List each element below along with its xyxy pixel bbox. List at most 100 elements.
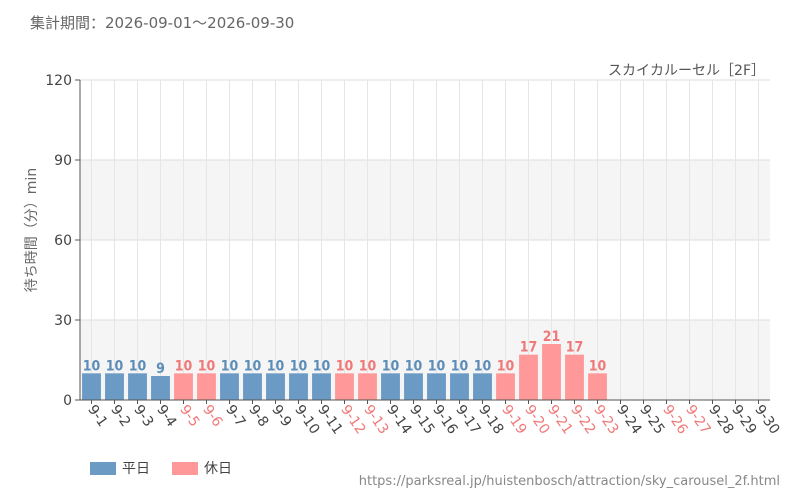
bar-label-9-21: 21: [543, 329, 561, 345]
x-tick-label-9-29: 9-29: [728, 402, 759, 437]
x-tick-label-9-24: 9-24: [613, 402, 644, 437]
bar-9-16: [427, 373, 446, 400]
x-tick-label-9-4: 9-4: [153, 402, 179, 430]
bar-labels: 10 10 10 9 10 10 10 10 10 10 10 10 10 10 10 10 10 10 10 17 2…: [83, 329, 607, 377]
x-tick-label-9-30: 9-30: [751, 402, 782, 437]
bar-9-17: [450, 373, 469, 400]
bar-9-23: [588, 373, 607, 400]
bar-label-9-14: 10: [382, 358, 400, 374]
bar-label-9-23: 10: [589, 358, 607, 374]
bar-label-9-8: 10: [244, 358, 262, 374]
bar-9-15: [404, 373, 423, 400]
x-tick-label-9-8: 9-8: [245, 402, 271, 430]
legend-label-holiday: 休日: [204, 461, 232, 477]
x-tick-label-9-12: 9-12: [337, 402, 368, 437]
x-tick-label-9-22: 9-22: [567, 402, 598, 437]
bar-9-21: [542, 344, 561, 400]
x-tick-label-9-6: 9-6: [199, 402, 225, 430]
chart-title: スカイカルーセル［2F］: [608, 63, 765, 79]
bar-label-9-10: 10: [290, 358, 308, 374]
bar-9-7: [220, 373, 239, 400]
bar-9-2: [105, 373, 124, 400]
period-label: 集計期間：2026-09-01～2026-09-30: [30, 14, 295, 32]
bar-label-9-15: 10: [405, 358, 423, 374]
plot-band: [80, 320, 770, 400]
plot-band: [80, 160, 770, 240]
x-tick-label-9-10: 9-10: [291, 402, 322, 437]
bar-label-9-3: 10: [129, 358, 147, 374]
x-tick-label-9-11: 9-11: [314, 402, 345, 437]
bar-label-9-2: 10: [106, 358, 124, 374]
bar-9-18: [473, 373, 492, 400]
plot-background: [80, 80, 770, 400]
bar-label-9-20: 17: [520, 340, 538, 356]
legend-label-weekday: 平日: [122, 461, 150, 477]
legend-item-weekday: 平日: [90, 458, 150, 478]
bar-label-9-1: 10: [83, 358, 101, 374]
y-tick-label-0: 0: [63, 393, 72, 409]
bar-9-11: [312, 373, 331, 400]
bar-9-8: [243, 373, 262, 400]
bar-label-9-12: 10: [336, 358, 354, 374]
x-tick-label-9-5: 9-5: [176, 402, 202, 430]
y-tick-label-60: 60: [54, 233, 72, 249]
x-tick-label-9-26: 9-26: [659, 402, 690, 437]
bar-9-10: [289, 373, 308, 400]
x-tick-label-9-25: 9-25: [636, 402, 667, 437]
bar-label-9-19: 10: [497, 358, 515, 374]
bar-label-9-9: 10: [267, 358, 285, 374]
bar-9-13: [358, 373, 377, 400]
y-tick-label-30: 30: [54, 313, 72, 329]
y-tick-label-120: 120: [45, 73, 72, 89]
bars: [82, 344, 607, 400]
bar-9-5: [174, 373, 193, 400]
x-tick-label-9-3: 9-3: [130, 402, 156, 430]
legend-swatch-holiday: [172, 461, 198, 475]
x-tick-label-9-9: 9-9: [268, 402, 294, 430]
x-tick-label-9-20: 9-20: [521, 402, 552, 437]
bar-label-9-22: 17: [566, 340, 584, 356]
bar-label-9-5: 10: [175, 358, 193, 374]
x-tick-label-9-28: 9-28: [705, 402, 736, 437]
bar-label-9-17: 10: [451, 358, 469, 374]
x-tick-labels: 9-19-29-39-49-59-69-79-89-99-109-119-129…: [84, 402, 782, 437]
plot-band: [80, 240, 770, 320]
bar-9-14: [381, 373, 400, 400]
x-tick-label-9-18: 9-18: [475, 402, 506, 437]
bar-label-9-18: 10: [474, 358, 492, 374]
y-tick-label-90: 90: [54, 153, 72, 169]
x-tick-label-9-7: 9-7: [222, 402, 248, 430]
bar-9-1: [82, 373, 101, 400]
bar-9-12: [335, 373, 354, 400]
bar-9-4: [151, 376, 170, 400]
x-tick-label-9-21: 9-21: [544, 402, 575, 437]
axes: [75, 79, 770, 404]
plot-band: [80, 80, 770, 160]
bar-9-19: [496, 373, 515, 400]
x-tick-label-9-27: 9-27: [682, 402, 713, 437]
y-tick-labels: 0 30 60 90 120: [45, 73, 72, 409]
legend-item-holiday: 休日: [172, 458, 232, 478]
x-tick-label-9-2: 9-2: [107, 402, 133, 430]
bar-label-9-11: 10: [313, 358, 331, 374]
bar-label-9-16: 10: [428, 358, 446, 374]
legend: 平日 休日: [90, 458, 232, 478]
bar-label-9-7: 10: [221, 358, 239, 374]
bar-9-6: [197, 373, 216, 400]
bar-label-9-13: 10: [359, 358, 377, 374]
legend-swatch-weekday: [90, 461, 116, 475]
y-axis-label: 待ち時間（分）min: [24, 168, 40, 292]
bar-9-9: [266, 373, 285, 400]
x-tick-label-9-17: 9-17: [452, 402, 483, 437]
bar-label-9-4: 9: [156, 361, 165, 377]
x-tick-label-9-19: 9-19: [498, 402, 529, 437]
bar-9-3: [128, 373, 147, 400]
x-tick-label-9-1: 9-1: [84, 402, 110, 430]
bar-9-20: [519, 354, 538, 400]
x-tick-label-9-15: 9-15: [406, 402, 437, 437]
x-tick-label-9-16: 9-16: [429, 402, 460, 437]
bar-label-9-6: 10: [198, 358, 216, 374]
x-tick-label-9-13: 9-13: [360, 402, 391, 437]
x-tick-label-9-14: 9-14: [383, 402, 414, 437]
